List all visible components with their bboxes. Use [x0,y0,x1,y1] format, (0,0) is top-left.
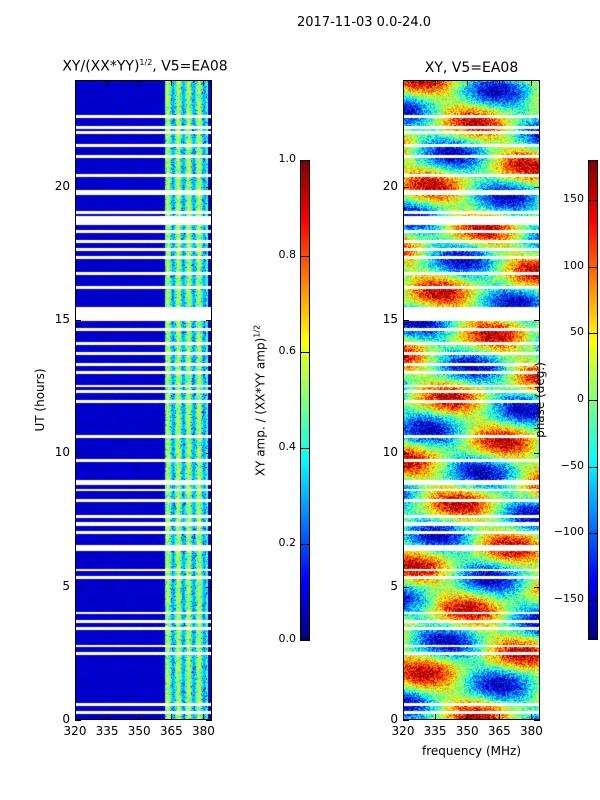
y-axis-label: UT (hours) [33,368,47,432]
y-tick-mark [403,586,409,588]
y-tick-mark [534,720,540,721]
colorbar-tick-label: 0.6 [278,344,297,357]
x-tick-mark [403,80,404,86]
x-tick-label: 350 [455,724,479,738]
colorbar-tick-label: 150 [563,192,584,205]
x-axis-label: frequency (MHz) [421,744,522,758]
phase-heatmap [403,80,540,720]
x-tick-label: 380 [519,724,543,738]
x-tick-mark [203,80,205,86]
y-tick-mark [403,186,409,188]
y-tick-mark [206,586,212,588]
suptitle: 2017-11-03 0.0-24.0 [297,15,431,30]
x-tick-mark [171,714,173,720]
y-tick-mark [534,320,540,321]
x-tick-label: 335 [423,724,447,738]
colorbar-tick-mark [588,600,598,601]
y-tick-mark [403,453,409,455]
x-tick-mark [499,714,501,720]
y-tick-mark [534,453,540,455]
phase-colorbar-label: phase (deg.) [533,362,547,438]
y-tick-label: 20 [54,178,70,193]
colorbar-tick-mark [300,352,310,353]
colorbar-tick-label: 0.8 [278,248,297,261]
colorbar-tick-label: 1.0 [278,152,297,165]
x-tick-label: 320 [391,724,415,738]
x-tick-mark [467,80,469,86]
y-tick-label: 15 [382,312,398,326]
x-tick-mark [75,80,76,86]
left-axes-frame [75,80,212,720]
colorbar-tick-label: −100 [553,525,584,539]
colorbar-tick-mark [300,256,310,257]
x-tick-mark [139,714,141,720]
y-tick-mark [534,586,540,588]
y-tick-label: 20 [382,178,398,193]
colorbar-tick-label: 0 [577,392,584,405]
colorbar-tick-mark [588,466,598,468]
y-tick-label: 10 [54,445,70,460]
amplitude-colorbar [300,160,309,640]
colorbar-tick-label: −150 [553,592,584,605]
y-tick-mark [403,720,409,721]
x-tick-mark [531,80,533,86]
y-tick-label: 10 [382,445,398,460]
y-tick-mark [206,453,212,455]
amplitude-colorbar-frame [300,160,310,640]
x-tick-mark [107,714,109,720]
x-tick-mark [107,80,109,86]
x-tick-mark [435,80,437,86]
x-tick-label: 365 [159,724,183,738]
colorbar-tick-mark [300,160,310,161]
colorbar-tick-mark [588,533,598,535]
y-tick-label: 0 [62,712,70,726]
y-tick-mark [534,186,540,188]
y-tick-mark [75,720,81,721]
x-tick-label: 380 [191,724,215,738]
colorbar-tick-mark [588,333,598,335]
y-tick-label: 0 [390,712,398,726]
colorbar-tick-label: −50 [560,458,584,472]
x-tick-mark [435,714,437,720]
colorbar-tick-label: 0.4 [278,440,297,453]
colorbar-tick-label: 0.0 [278,632,297,645]
x-tick-mark [171,80,173,86]
colorbar-tick-mark [588,266,598,268]
x-tick-label: 350 [127,724,151,738]
x-tick-mark [467,714,469,720]
y-tick-mark [206,186,212,188]
x-tick-mark [531,714,533,720]
colorbar-tick-label: 50 [570,325,584,339]
y-tick-mark [75,453,81,455]
y-tick-mark [206,720,212,721]
left-panel-title: XY/(XX*YY)1/2, V5=EA08 [62,58,228,75]
y-tick-mark [75,320,81,321]
x-tick-mark [139,80,141,86]
y-tick-label: 5 [390,578,398,593]
x-tick-mark [499,80,501,86]
y-tick-mark [75,186,81,188]
colorbar-tick-label: 0.2 [278,536,297,549]
x-tick-label: 365 [487,724,511,738]
colorbar-tick-mark [300,544,310,545]
colorbar-tick-label: 100 [563,258,584,272]
y-tick-label: 15 [54,312,70,326]
right-axes-frame [403,80,540,720]
colorbar-tick-mark [300,640,310,641]
y-tick-mark [206,320,212,321]
x-tick-mark [403,714,404,720]
x-tick-label: 335 [95,724,119,738]
y-tick-mark [403,320,409,321]
x-tick-mark [75,714,76,720]
y-tick-label: 5 [62,578,70,593]
x-tick-mark [203,714,205,720]
y-tick-mark [75,586,81,588]
colorbar-tick-mark [300,448,310,449]
amplitude-colorbar-label: XY amp. / (XX*YY amp)1/2 [252,324,268,477]
right-panel-title: XY, V5=EA08 [424,60,519,76]
x-tick-label: 320 [63,724,87,738]
colorbar-tick-mark [588,200,598,201]
amplitude-heatmap [75,80,212,720]
colorbar-tick-mark [588,400,598,401]
